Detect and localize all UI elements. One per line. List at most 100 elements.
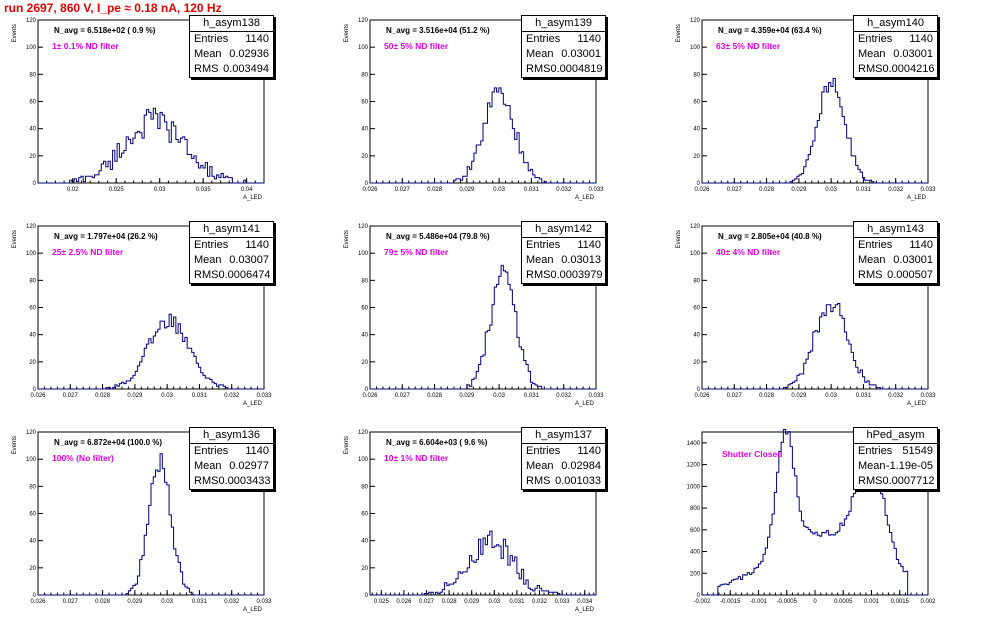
navg-label: N_avg = 4.359e+04 (63.4 %) xyxy=(718,26,822,35)
stats-row-entries: Entries 1140 xyxy=(854,238,937,253)
y-tick-label: 0 xyxy=(365,387,369,393)
x-axis-title: A_LED xyxy=(243,607,263,613)
stats-value: 0.03013 xyxy=(561,254,601,266)
stats-row-mean: Mean 0.02977 xyxy=(190,459,273,474)
x-tick-label: 0.029 xyxy=(464,599,480,605)
y-tick-label: 120 xyxy=(358,18,369,24)
y-axis-title: Events xyxy=(12,436,18,454)
stats-value: 0.000507 xyxy=(887,269,933,281)
y-tick-label: 1400 xyxy=(687,441,701,447)
stats-value: 51549 xyxy=(902,445,933,457)
stats-label: Entries xyxy=(526,445,561,457)
y-tick-label: 100 xyxy=(26,251,37,257)
stats-value: 1140 xyxy=(909,239,933,251)
x-axis-title: A_LED xyxy=(575,401,595,407)
x-tick-label: 0.03 xyxy=(825,393,837,399)
y-tick-label: 60 xyxy=(29,100,36,106)
x-tick-label: 0.03 xyxy=(493,393,505,399)
x-tick-label: 0.029 xyxy=(127,599,143,605)
x-tick-label: 0.029 xyxy=(459,393,475,399)
histogram-panel-h_asym137: 0.025 0.026 0.027 0.028 0.029 0.03 0.031 0.032 0… xyxy=(332,412,664,618)
y-tick-label: 40 xyxy=(361,333,368,339)
stats-label: RMS xyxy=(858,475,883,487)
filter-label: 63± 5% ND filter xyxy=(716,41,781,51)
y-tick-label: 60 xyxy=(361,100,368,106)
x-tick-label: 0.026 xyxy=(694,187,710,193)
y-axis-title: Events xyxy=(676,230,682,248)
x-axis-title: A_LED xyxy=(907,401,927,407)
x-tick-label: 0.03 xyxy=(161,599,173,605)
y-tick-label: 60 xyxy=(361,512,368,518)
filter-label: 100% (No filter) xyxy=(52,453,114,463)
x-tick-label: 0.04 xyxy=(241,187,253,193)
y-tick-label: 120 xyxy=(26,430,37,436)
filter-label: 10± 1% ND filter xyxy=(384,453,449,463)
x-tick-label: 0.027 xyxy=(395,187,411,193)
stats-label: Entries xyxy=(194,33,229,45)
y-axis-title: Events xyxy=(676,24,682,42)
stats-row-mean: Mean 0.03001 xyxy=(854,253,937,268)
stats-value: 0.02977 xyxy=(229,460,269,472)
x-tick-label: 0.028 xyxy=(95,393,111,399)
y-tick-label: 80 xyxy=(361,72,368,78)
y-tick-label: 80 xyxy=(693,278,700,284)
x-tick-label: 0.031 xyxy=(856,187,872,193)
x-tick-label: 0.026 xyxy=(396,599,412,605)
x-tick-label: 0.02 xyxy=(67,187,79,193)
y-tick-label: 100 xyxy=(690,45,701,51)
x-tick-label: 0.0005 xyxy=(834,599,853,605)
x-axis-title: A_LED xyxy=(575,607,595,613)
x-tick-label: 0.026 xyxy=(30,393,46,399)
histogram-panel-h_asym141: 0.026 0.027 0.028 0.029 0.03 0.031 0.032 0.033 0… xyxy=(0,206,332,412)
stats-value: 1140 xyxy=(909,33,933,45)
y-tick-label: 40 xyxy=(29,333,36,339)
y-tick-label: 20 xyxy=(361,566,368,572)
y-tick-label: 0 xyxy=(365,593,369,599)
x-tick-label: 0.027 xyxy=(63,599,79,605)
stats-box: h_asym136 Entries 1140 Mean 0.02977 RMS 0.0003… xyxy=(189,427,274,490)
histogram-name: h_asym137 xyxy=(522,428,605,444)
stats-value: 0.03001 xyxy=(561,48,601,60)
y-tick-label: 100 xyxy=(26,457,37,463)
stats-row-entries: Entries 1140 xyxy=(522,444,605,459)
stats-box: h_asym138 Entries 1140 Mean 0.02936 RMS 0.0034… xyxy=(189,15,274,78)
x-axis-title: A_LED xyxy=(243,195,263,201)
stats-box: h_asym143 Entries 1140 Mean 0.03001 RMS 0.0005… xyxy=(853,221,938,284)
stats-value: 0.0004216 xyxy=(882,63,935,75)
x-tick-label: 0.033 xyxy=(555,599,571,605)
filter-label: 79± 5% ND filter xyxy=(384,247,449,257)
x-tick-label: 0.032 xyxy=(224,599,240,605)
stats-value: 0.0004819 xyxy=(550,63,603,75)
x-tick-label: 0 xyxy=(813,599,817,605)
stats-label: Mean xyxy=(858,460,886,472)
x-tick-label: 0.033 xyxy=(920,187,936,193)
navg-label: N_avg = 2.805e+04 (40.8 %) xyxy=(718,232,822,241)
x-axis-title: A_LED xyxy=(575,195,595,201)
histogram-panel-hPed_asym: -0.002 -0.0015 -0.001 -0.0005 0 0.0005 0.001 0.… xyxy=(664,412,996,618)
y-tick-label: 800 xyxy=(690,506,701,512)
y-tick-label: 120 xyxy=(358,224,369,230)
y-tick-label: 80 xyxy=(29,278,36,284)
y-tick-label: 40 xyxy=(29,127,36,133)
stats-box: h_asym139 Entries 1140 Mean 0.03001 RMS 0.0004… xyxy=(521,15,606,78)
y-tick-label: 120 xyxy=(26,18,37,24)
x-tick-label: 0.033 xyxy=(256,393,272,399)
y-axis-title: Events xyxy=(12,24,18,42)
x-tick-label: 0.031 xyxy=(856,393,872,399)
stats-value: 0.0007712 xyxy=(882,475,935,487)
y-tick-label: 80 xyxy=(29,72,36,78)
x-tick-label: 0.033 xyxy=(588,187,604,193)
stats-value: 0.0003979 xyxy=(550,269,603,281)
y-axis-title: Events xyxy=(344,436,350,454)
histogram-name: h_asym141 xyxy=(190,222,273,238)
y-tick-label: 60 xyxy=(693,100,700,106)
x-tick-label: 0.033 xyxy=(256,599,272,605)
navg-label: N_avg = 6.872e+04 (100.0 %) xyxy=(54,438,162,447)
y-tick-label: 100 xyxy=(358,251,369,257)
x-tick-label: -0.0005 xyxy=(777,599,798,605)
stats-value: 1140 xyxy=(577,445,601,457)
stats-box: h_asym141 Entries 1140 Mean 0.03007 RMS 0.0006… xyxy=(189,221,274,284)
stats-label: Entries xyxy=(194,445,229,457)
stats-label: RMS xyxy=(194,269,219,281)
